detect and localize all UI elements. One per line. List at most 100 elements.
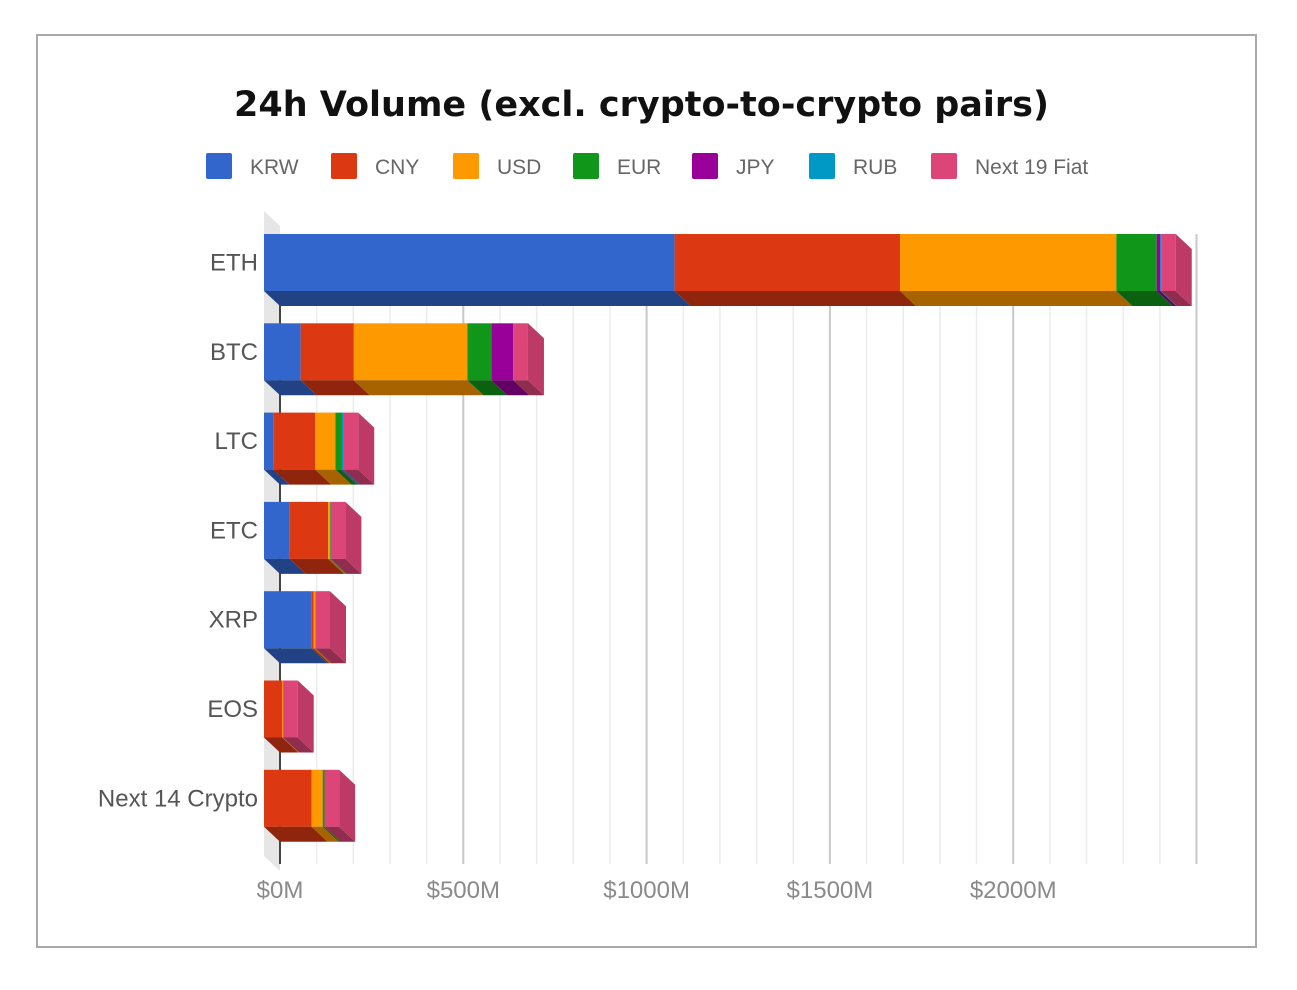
bar-depth-face	[289, 558, 345, 574]
legend-label-rub: RUB	[853, 156, 897, 179]
bar-front-face	[264, 769, 312, 827]
category-label-xrp: XRP	[209, 607, 258, 634]
bar-front-face	[340, 412, 342, 470]
category-label-eth: ETH	[210, 250, 258, 277]
bar-end-face	[527, 323, 544, 396]
x-tick-label: $1500M	[787, 877, 874, 904]
bar-group-etc	[264, 501, 362, 574]
bar-front-face	[341, 412, 344, 470]
bar-segment-next-14-crypto-eur	[322, 769, 341, 842]
bar-segment-btc-jpy	[491, 323, 530, 396]
bar-depth-face	[273, 469, 332, 485]
bar-depth-face	[341, 469, 360, 485]
bar-group-btc	[264, 323, 544, 396]
bar-segment-next-14-crypto-usd	[311, 769, 339, 842]
bar-front-face	[900, 234, 1117, 291]
bar-group-ltc	[264, 412, 375, 485]
bar-front-face	[1116, 234, 1157, 291]
bar-group-xrp	[264, 591, 346, 664]
bar-segment-next-14-crypto-next-19-fiat	[324, 769, 356, 842]
bar-front-face	[315, 591, 330, 649]
bar-depth-face	[513, 380, 544, 396]
bar-depth-face	[328, 558, 346, 574]
bar-depth-face	[467, 380, 508, 396]
bar-front-face	[513, 323, 528, 381]
bar-depth-face	[330, 558, 362, 574]
bar-segment-btc-next-19-fiat	[513, 323, 544, 396]
bar-group-eth	[264, 234, 1192, 306]
category-label-etc: ETC	[210, 517, 258, 544]
bar-depth-face	[343, 469, 375, 485]
bar-group-eos	[264, 680, 314, 753]
bar-segment-ltc-usd	[315, 412, 352, 485]
bar-front-face	[467, 323, 492, 381]
legend-label-cny: CNY	[375, 156, 419, 179]
x-tick-label: $1000M	[603, 877, 690, 904]
bar-depth-face	[674, 291, 917, 306]
chart-frame: 24h Volume (excl. crypto-to-crypto pairs…	[36, 34, 1257, 948]
legend: KRW CNY USD EUR JPY RUB Next 19 Fiat	[206, 153, 1088, 179]
bar-segment-btc-cny	[300, 323, 370, 396]
gridlines	[279, 234, 1198, 864]
bar-segment-eth-krw	[264, 234, 691, 306]
bar-depth-face	[1116, 291, 1173, 306]
bar-front-face	[674, 234, 901, 291]
bar-end-face	[358, 412, 375, 485]
legend-swatch-rub	[809, 153, 835, 179]
bar-front-face	[1156, 234, 1161, 291]
bar-depth-face	[282, 737, 300, 753]
legend-label-usd: USD	[497, 156, 541, 179]
x-tick-label: $0M	[257, 877, 304, 904]
bar-front-face	[282, 680, 284, 738]
bar-segment-etc-cny	[289, 501, 345, 574]
category-label-next-14-crypto: Next 14 Crypto	[98, 785, 258, 812]
plot-area: $0M $500M $1000M $1500M $2000M ETH BTC LTC ETC XR…	[98, 211, 1198, 904]
bar-depth-face	[311, 826, 339, 842]
bar-depth-face	[329, 558, 347, 574]
bar-front-face	[322, 769, 325, 827]
legend-swatch-krw	[206, 153, 232, 179]
bar-segment-eos-next-19-fiat	[283, 680, 314, 753]
bar-depth-face	[264, 737, 299, 753]
bar-segment-ltc-cny	[273, 412, 332, 485]
bar-front-face	[330, 501, 346, 559]
bar-segment-etc-next-19-fiat	[330, 501, 362, 574]
bar-front-face	[353, 323, 468, 381]
bar-front-face	[289, 501, 329, 559]
legend-swatch-jpy	[692, 153, 718, 179]
category-label-btc: BTC	[210, 339, 258, 366]
bar-segment-eos-usd	[282, 680, 300, 753]
bar-front-face	[264, 412, 274, 470]
bar-front-face	[264, 323, 301, 381]
bar-front-face	[311, 591, 314, 649]
legend-label-next-19-fiat: Next 19 Fiat	[975, 156, 1088, 179]
bar-segment-xrp-next-19-fiat	[315, 591, 346, 664]
bar-front-face	[300, 323, 354, 381]
bar-end-face	[297, 680, 314, 753]
bar-segment-eth-eur	[1116, 234, 1173, 306]
bar-end-face	[339, 769, 356, 842]
bar-segment-xrp-usd	[313, 591, 332, 664]
x-tick-label: $2000M	[970, 877, 1057, 904]
bar-depth-face	[264, 291, 691, 306]
bar-depth-face	[900, 291, 1133, 306]
legend-swatch-cny	[331, 153, 357, 179]
legend-swatch-usd	[453, 153, 479, 179]
bar-front-face	[313, 591, 316, 649]
bar-segment-ltc-next-19-fiat	[343, 412, 375, 485]
bar-segment-ltc-jpy	[340, 412, 358, 485]
bar-depth-face	[315, 648, 346, 664]
bar-segment-xrp-cny	[311, 591, 330, 664]
legend-label-krw: KRW	[250, 156, 299, 179]
bar-depth-face	[264, 380, 317, 396]
bar-segment-btc-eur	[467, 323, 508, 396]
bar-depth-face	[340, 469, 358, 485]
bar-front-face	[1160, 234, 1162, 291]
bar-front-face	[1161, 234, 1176, 291]
chart-title: 24h Volume (excl. crypto-to-crypto pairs…	[234, 85, 1049, 125]
bar-front-face	[264, 501, 290, 559]
bar-segment-etc-eur	[329, 501, 347, 574]
bar-front-face	[335, 412, 341, 470]
bar-segment-ltc-krw	[264, 412, 290, 485]
bar-depth-face	[264, 469, 290, 485]
